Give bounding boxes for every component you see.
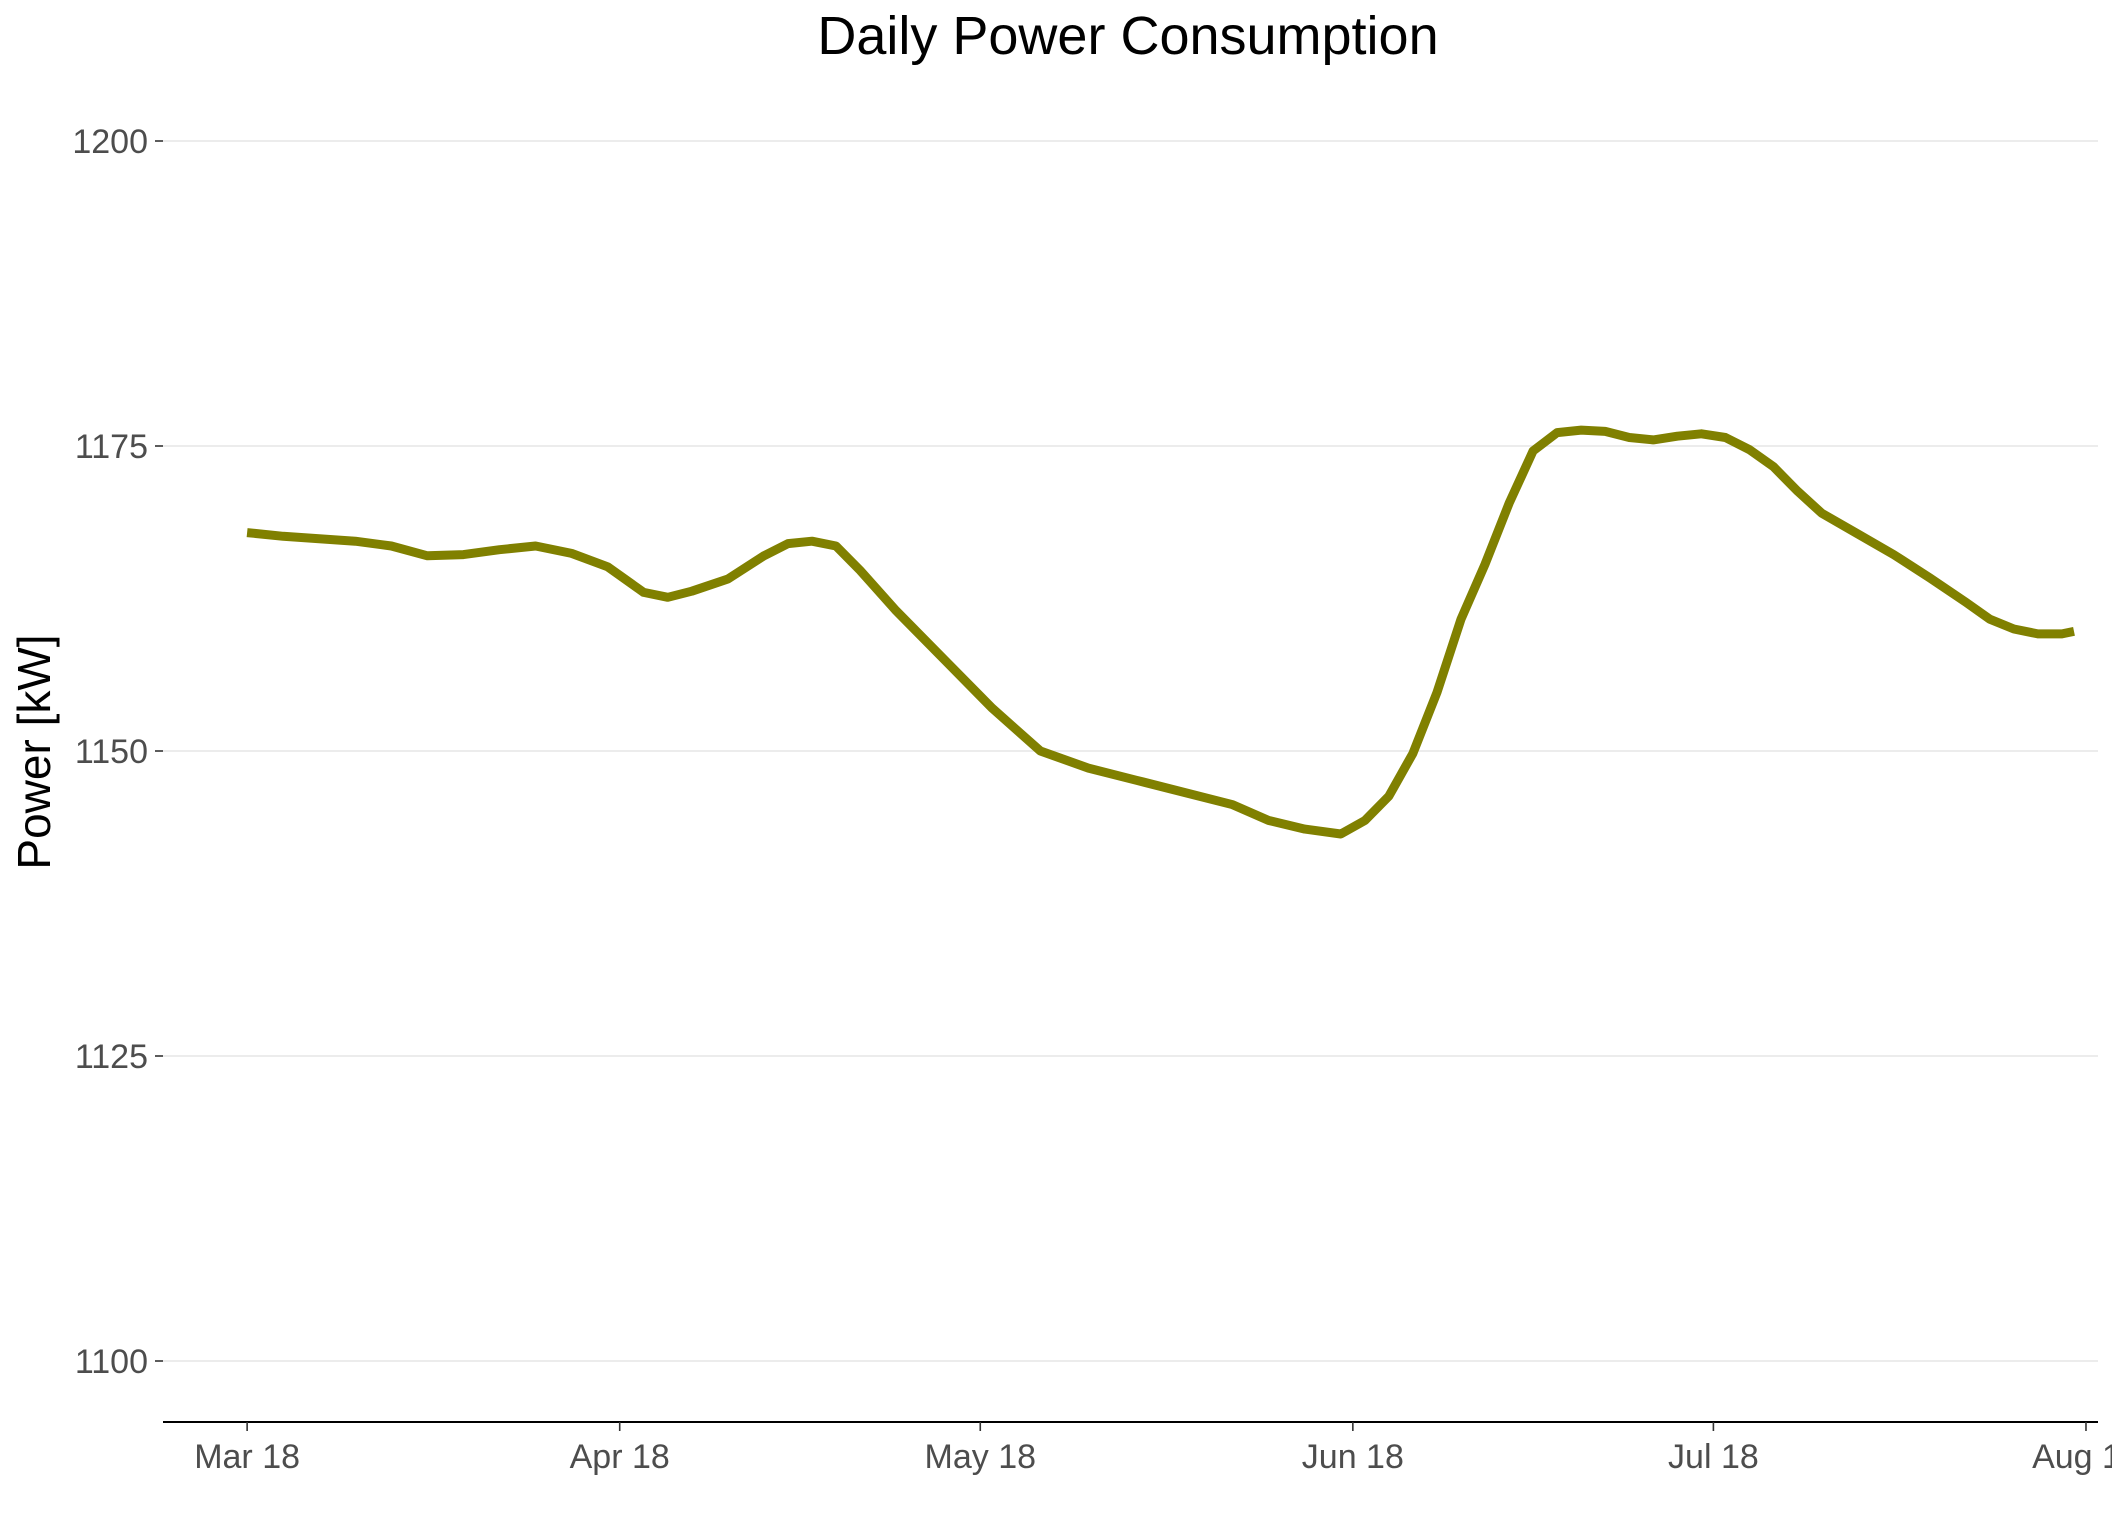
y-tick-label: 1175 <box>75 428 148 466</box>
x-tick-label: Apr 18 <box>570 1438 670 1476</box>
y-tick-label: 1150 <box>75 733 148 771</box>
chart-title: Daily Power Consumption <box>817 6 1438 66</box>
series-line <box>246 425 2075 839</box>
y-tick-label: 1125 <box>75 1038 148 1076</box>
grid-lines <box>163 140 2098 1362</box>
y-tick-label: 1200 <box>72 123 148 161</box>
x-tick-label: Jun 18 <box>1302 1438 1404 1476</box>
y-tick-label: 1100 <box>75 1343 148 1381</box>
x-axis-ticks: Mar 18 Apr 18 May 18 Jun 18 Jul 18 Aug 18 <box>194 1422 2112 1476</box>
x-tick-label: Aug 18 <box>2032 1438 2112 1476</box>
y-axis-ticks: 1100 1125 1150 1175 1200 <box>72 123 163 1381</box>
y-axis-title: Power [kW] <box>8 634 60 869</box>
series-layer <box>246 425 2075 839</box>
x-tick-label: Mar 18 <box>194 1438 300 1476</box>
x-tick-label: May 18 <box>925 1438 1037 1476</box>
x-tick-label: Jul 18 <box>1668 1438 1759 1476</box>
